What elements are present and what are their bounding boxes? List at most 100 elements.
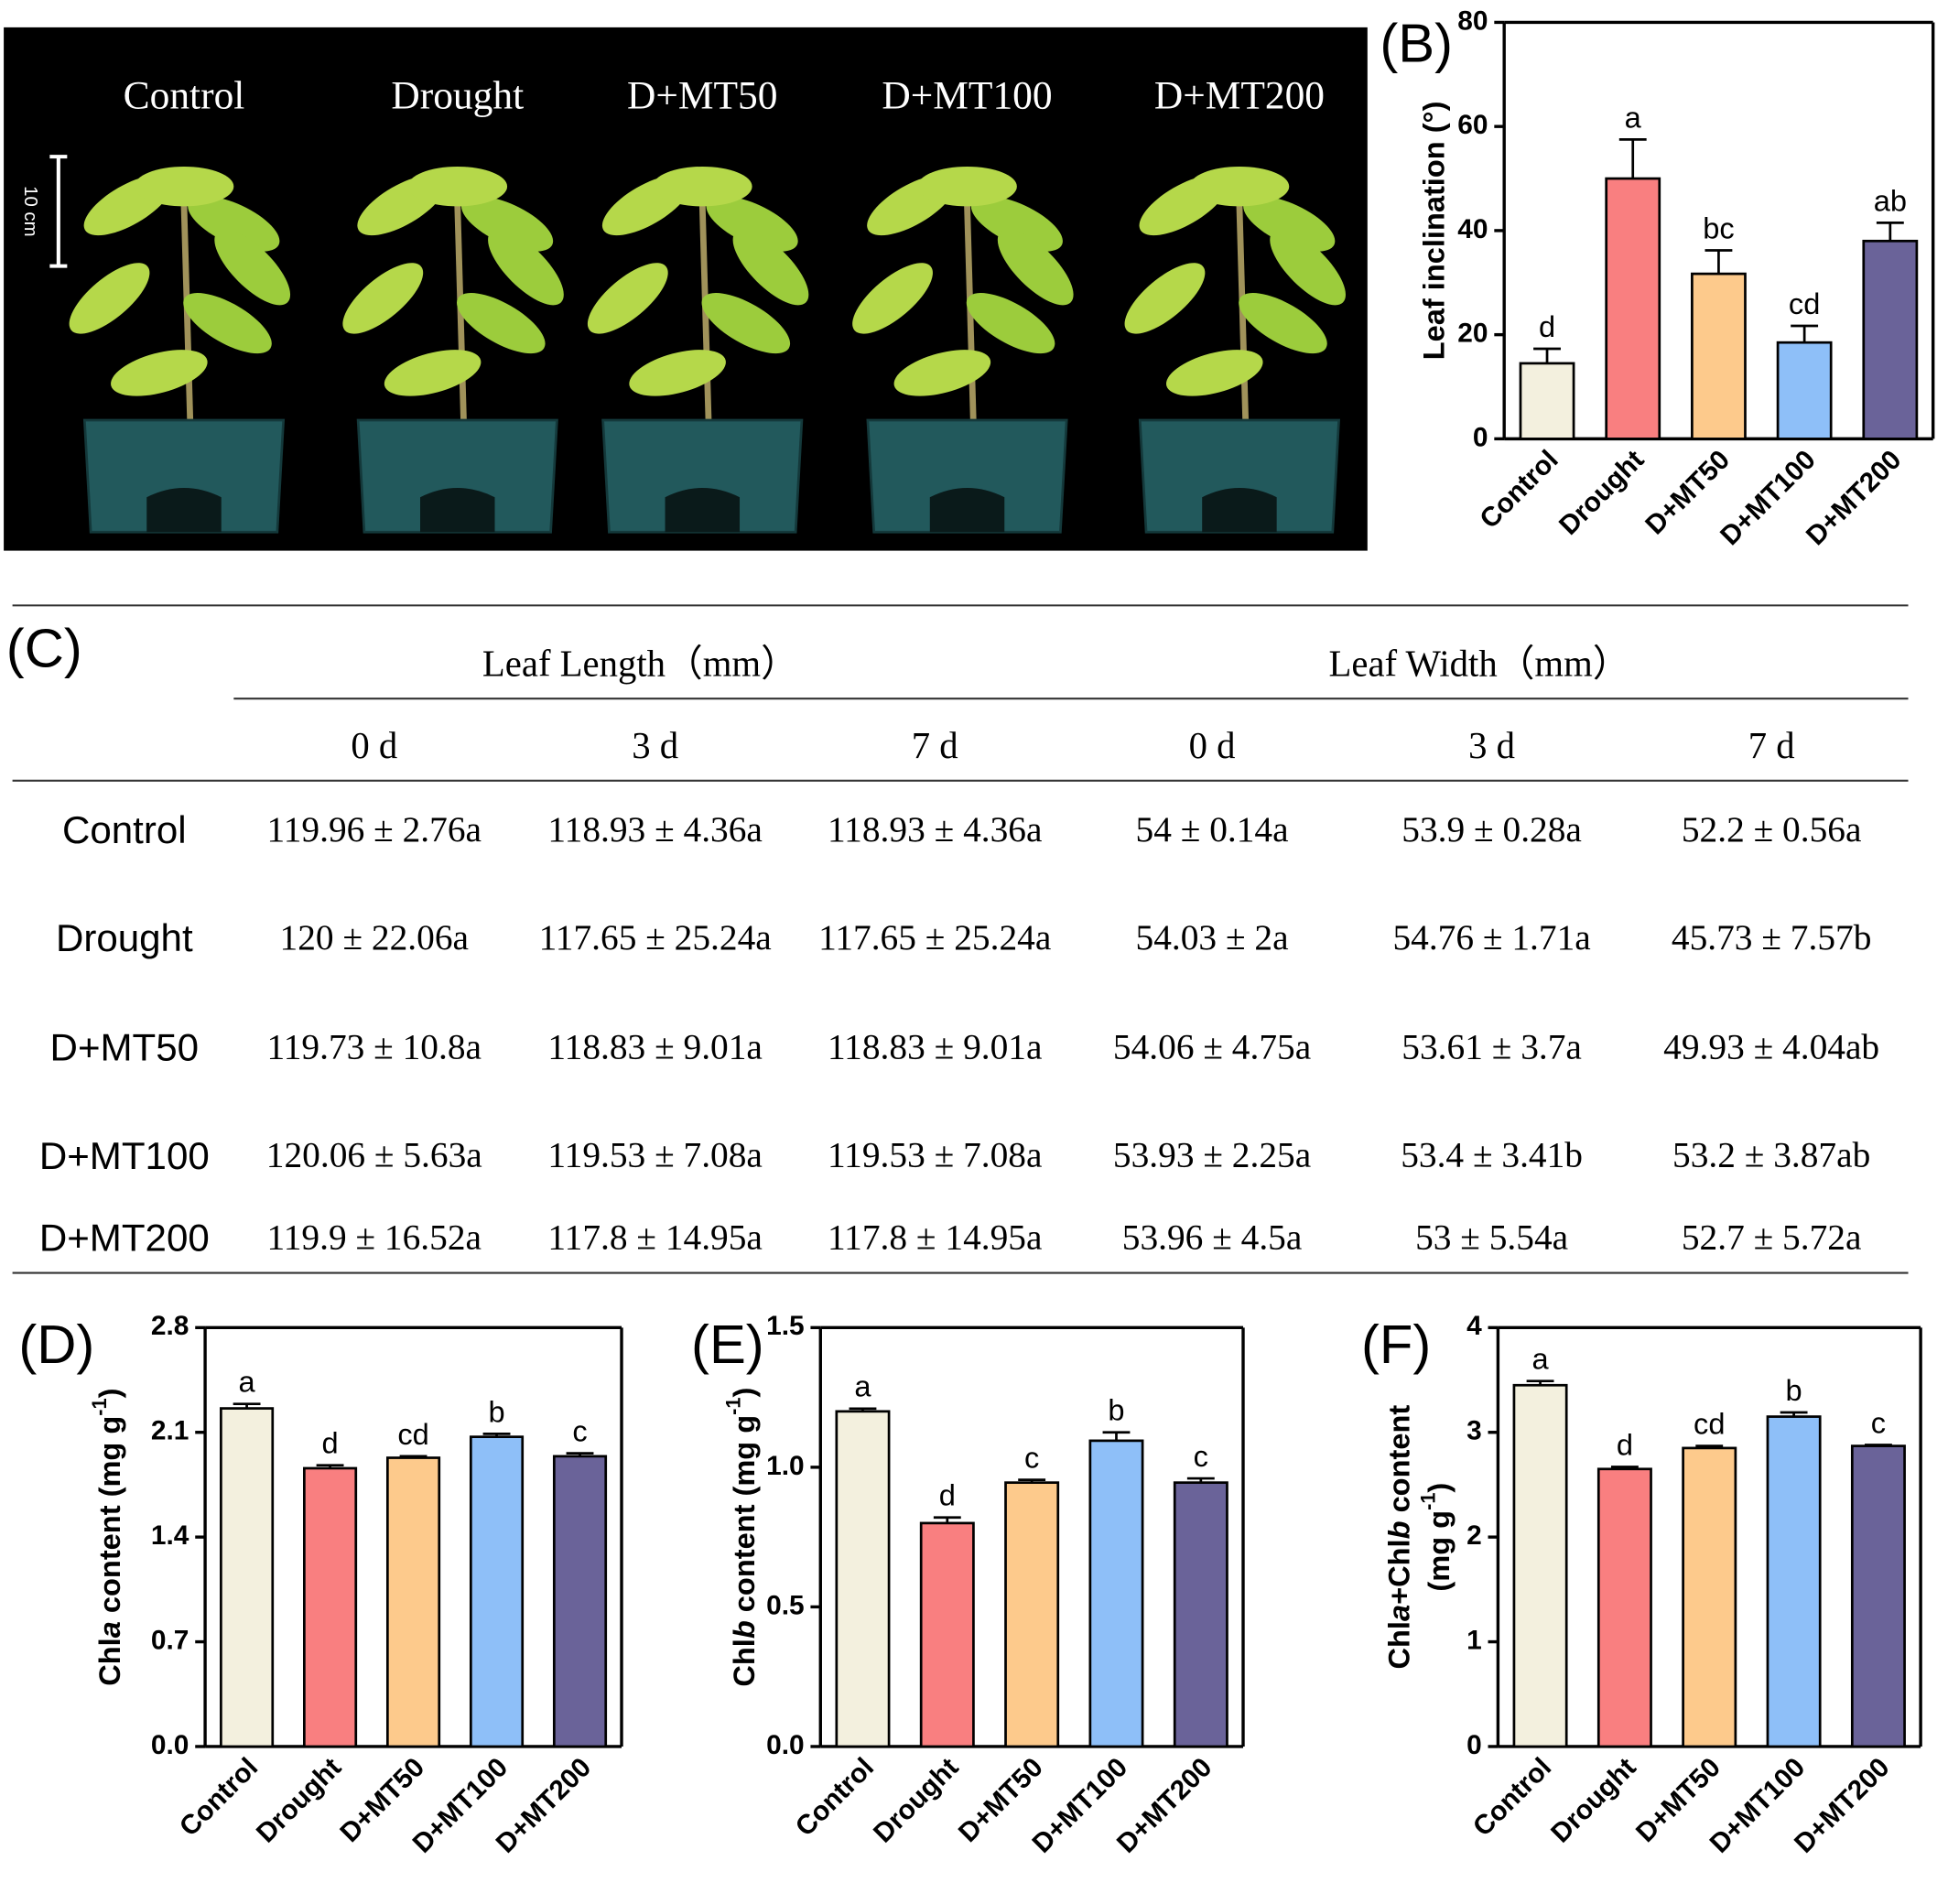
x-tick-label: Drought	[1553, 445, 1650, 541]
table-cell: 54.06 ± 4.75a	[1113, 1027, 1311, 1067]
table-cell: 119.53 ± 7.08a	[547, 1135, 763, 1175]
x-tick-label: Control	[1474, 445, 1564, 535]
y-tick-label: 2	[1466, 1520, 1482, 1551]
leaf	[852, 263, 933, 334]
leaf	[69, 263, 150, 334]
error-bar	[566, 1452, 594, 1456]
y-axis-label-part: content (mg g	[92, 1416, 126, 1621]
leaf	[384, 350, 482, 396]
leaf	[460, 196, 554, 252]
panel-label: (B)	[1380, 12, 1453, 73]
error-bar	[933, 1516, 961, 1523]
table-cell: 53 ± 5.54a	[1415, 1217, 1568, 1257]
table-cell: 117.8 ± 14.95a	[547, 1217, 763, 1257]
y-tick-label: 4	[1466, 1311, 1482, 1341]
panel-label: (A)	[3, 36, 76, 97]
table-cell: 54 ± 0.14a	[1136, 809, 1289, 849]
significance-letter: cd	[1789, 287, 1820, 320]
y-axis-label-part: Leaf inclination (°)	[1416, 102, 1450, 361]
significance-letter: ab	[1874, 183, 1907, 217]
table-row-label: D+MT200	[39, 1216, 210, 1259]
table-cell: 53.96 ± 4.5a	[1122, 1217, 1303, 1257]
significance-letter: a	[239, 1365, 256, 1399]
pot	[1138, 418, 1341, 534]
significance-letter: b	[1786, 1373, 1802, 1407]
bar	[552, 1455, 608, 1748]
leaf	[1166, 350, 1263, 396]
significance-letter: cd	[397, 1417, 428, 1451]
significance-letter: a	[1531, 1342, 1549, 1376]
plant-label: D+MT50	[627, 74, 777, 118]
error-bar	[1618, 138, 1647, 179]
bar	[1691, 272, 1747, 440]
significance-letter: c	[572, 1414, 587, 1448]
significance-letter: cd	[1694, 1406, 1725, 1440]
pot-foot	[146, 488, 222, 533]
y-axis-label-part: (mg g	[1422, 1510, 1456, 1592]
significance-letter: b	[1108, 1393, 1124, 1427]
y-tick-label: 40	[1457, 214, 1488, 244]
error-bar	[1610, 1466, 1639, 1469]
bar	[385, 1456, 441, 1748]
error-bar	[1704, 249, 1733, 275]
x-tick-label: Control	[1467, 1752, 1557, 1842]
table-cell: 119.96 ± 2.76a	[267, 809, 482, 849]
y-tick-label: 0.0	[766, 1730, 805, 1760]
leaf	[1270, 229, 1346, 306]
leaf	[407, 166, 508, 207]
table-cell: 53.4 ± 3.41b	[1401, 1135, 1583, 1175]
bar	[1862, 239, 1919, 440]
table-cell: 53.9 ± 0.28a	[1401, 809, 1582, 849]
bar	[1088, 1439, 1144, 1748]
table-group-header: Leaf Length（mm）	[482, 644, 798, 685]
leaf	[970, 196, 1063, 252]
stem	[454, 204, 467, 423]
table-cell: 54.03 ± 2a	[1136, 917, 1289, 957]
y-axis-label-part: )	[92, 1389, 126, 1399]
y-axis-label-part: Chl	[726, 1639, 760, 1686]
error-bar	[399, 1455, 427, 1458]
y-tick-label: 1.0	[766, 1451, 805, 1481]
panel-label: (F)	[1361, 1314, 1431, 1375]
table-column-header: 0 d	[351, 725, 397, 766]
y-tick-label: 3	[1466, 1416, 1482, 1446]
leaf	[997, 229, 1074, 306]
y-axis-label: Chla content (mg g-1)	[88, 1389, 126, 1686]
y-axis-label-part: )	[726, 1388, 760, 1398]
pot	[82, 418, 286, 534]
y-tick-label: 2.1	[151, 1416, 189, 1446]
y-tick-label: 0.0	[151, 1730, 189, 1760]
leaf	[1189, 166, 1290, 207]
bar	[1766, 1415, 1822, 1748]
leaf	[457, 293, 546, 354]
table-cell: 119.53 ± 7.08a	[828, 1135, 1043, 1175]
leaf	[732, 229, 809, 306]
error-bar	[1533, 347, 1561, 363]
bar	[1519, 362, 1575, 440]
panel-label: (C)	[6, 618, 82, 679]
y-tick-label: 0	[1466, 1730, 1482, 1760]
y-tick-label: 20	[1457, 319, 1488, 349]
table-column-header: 7 d	[912, 725, 958, 766]
leaf	[652, 166, 752, 207]
bar	[919, 1521, 975, 1748]
significance-letter: d	[1617, 1427, 1633, 1461]
bar	[1173, 1481, 1228, 1748]
leaf	[134, 166, 234, 207]
error-bar	[1864, 1444, 1892, 1446]
leaf	[966, 293, 1055, 354]
leaf	[1243, 196, 1336, 252]
x-tick-label: Drought	[868, 1752, 964, 1848]
y-axis-label-part: +Chl	[1381, 1539, 1415, 1605]
table-row-label: Drought	[56, 916, 193, 959]
plant-label: Drought	[391, 74, 524, 118]
significance-letter: d	[322, 1426, 339, 1460]
significance-letter: c	[1871, 1405, 1886, 1439]
bar	[835, 1410, 891, 1748]
stem	[180, 204, 194, 423]
y-axis-label-part: content	[1381, 1405, 1415, 1521]
y-axis-label: Leaf inclination (°)	[1416, 102, 1450, 361]
y-axis-label-part: -1	[88, 1398, 111, 1415]
scale-label: 10 cm	[20, 186, 40, 236]
pot-foot	[420, 488, 495, 533]
